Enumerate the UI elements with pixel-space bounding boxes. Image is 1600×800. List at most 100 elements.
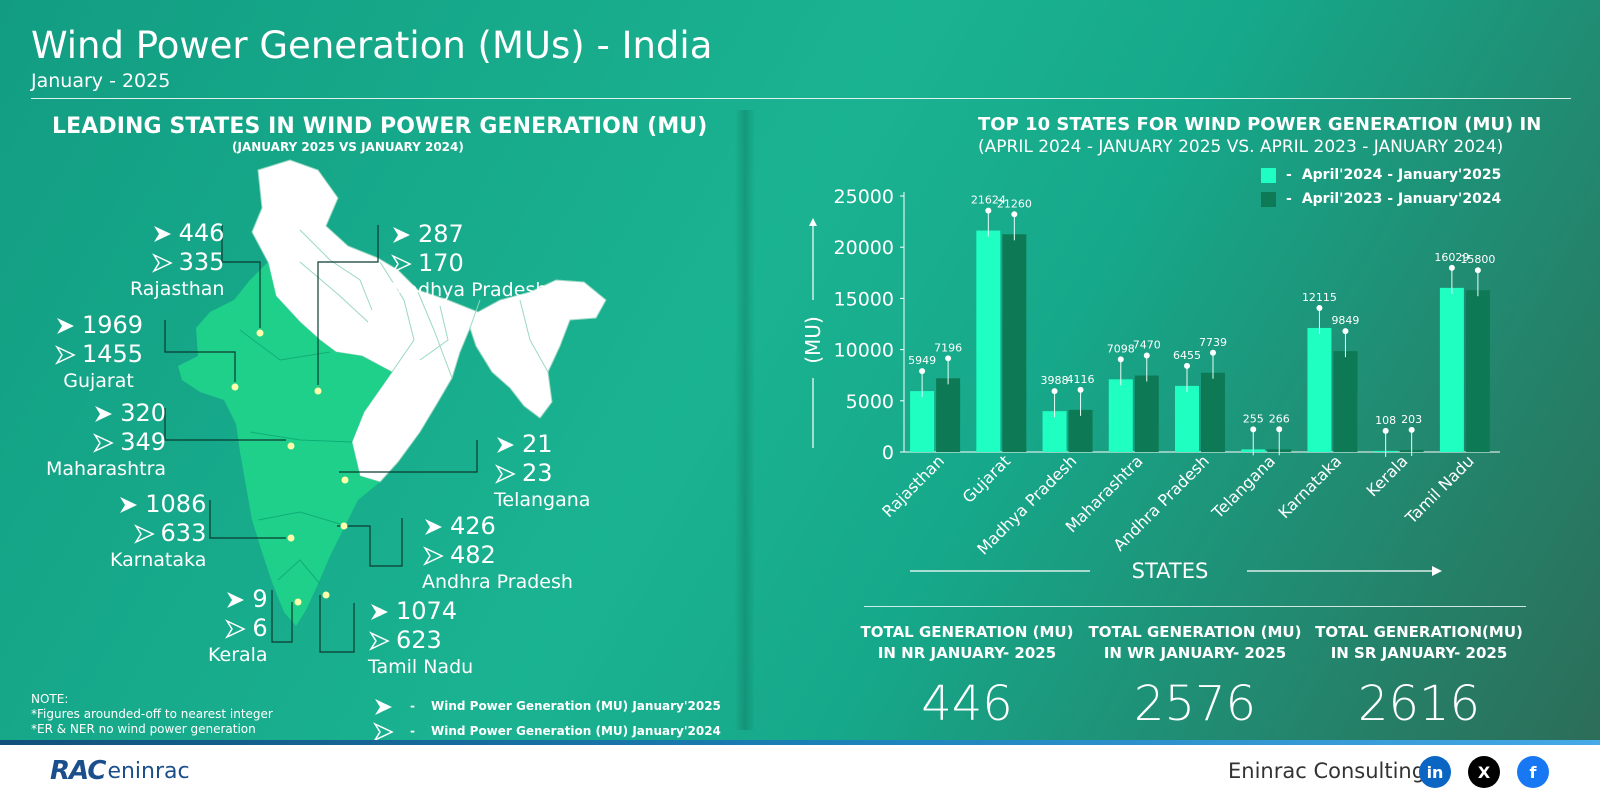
- note-line-1: *Figures arounded-off to nearest integer: [31, 707, 273, 721]
- total-sr-value: 2616: [1357, 676, 1481, 732]
- state-label-tamil-nadu: 1074 623 Tamil Nadu: [368, 597, 473, 679]
- x-axis-label: STATES: [1132, 559, 1209, 583]
- value-jan2025: 426: [450, 512, 496, 540]
- solid-arrow-icon: [375, 698, 392, 715]
- bar-madhya-pradesh-series-2: [1068, 409, 1093, 452]
- x-icon[interactable]: X: [1468, 756, 1500, 788]
- y-tick-label: 0: [882, 442, 894, 464]
- chart-legend: - April'2024 - January'2025 - April'2023…: [1261, 163, 1501, 211]
- total-wr: TOTAL GENERATION (MU) IN WR JANUARY- 202…: [1085, 622, 1305, 732]
- data-label: 3988: [1041, 374, 1069, 387]
- bar-pin-dot: [1408, 426, 1415, 433]
- data-label: 7196: [934, 341, 962, 354]
- data-label: 108: [1375, 414, 1396, 427]
- leader-lines: [164, 225, 478, 653]
- bar-pin-dot: [1342, 328, 1349, 335]
- bar-pin-dot: [1184, 362, 1190, 369]
- bar-karnataka-series-2: [1333, 351, 1358, 452]
- map-region-west-south: [178, 262, 392, 626]
- bar-pin-dot: [1210, 349, 1216, 356]
- legend-solid-label: Wind Power Generation (MU) January'2025: [430, 699, 721, 713]
- bar-maharashtra-series-1: [1108, 379, 1133, 452]
- state-name: Andhra Pradesh: [422, 571, 573, 593]
- value-jan2025: 287: [418, 220, 464, 248]
- dot-andhra-pradesh: [340, 522, 348, 530]
- header-divider: [31, 98, 1571, 99]
- bar-pin-dot: [919, 368, 926, 375]
- totals-divider: [864, 606, 1526, 607]
- left-panel-subtitle: (JANUARY 2025 VS JANUARY 2024): [232, 140, 464, 154]
- map-region-north-east: [251, 159, 607, 483]
- bar-tamil-nadu-series-1: [1439, 287, 1464, 452]
- value-jan2025: 21: [522, 430, 553, 458]
- data-label: 5949: [908, 354, 936, 367]
- y-tick-label: 25000: [834, 186, 894, 208]
- y-label-arrow-head: [809, 218, 817, 226]
- outline-arrow-icon: [369, 630, 390, 651]
- x-tick-label: Karnataka: [1274, 451, 1345, 522]
- dot-rajasthan: [256, 329, 264, 337]
- state-name: Telangana: [494, 489, 591, 511]
- legend-outline-label: Wind Power Generation (MU) January'2024: [430, 724, 721, 738]
- total-sr: TOTAL GENERATION(MU) IN SR JANUARY- 2025…: [1309, 622, 1529, 732]
- state-label-andhra-pradesh: 426 482 Andhra Pradesh: [422, 512, 573, 594]
- state-name: Rajasthan: [130, 278, 225, 300]
- value-jan2024: 633: [160, 519, 207, 547]
- state-name: Kerala: [208, 644, 268, 666]
- bar-pin-dot: [985, 207, 992, 214]
- bar-pin-dot: [1077, 386, 1084, 393]
- solid-arrow-icon: [153, 225, 171, 242]
- state-label-gujarat: 1969 1455 Gujarat: [54, 311, 143, 393]
- x-tick-label: Tamil Nadu: [1401, 451, 1478, 528]
- bar-rajasthan-series-2: [936, 378, 961, 452]
- value-jan2025: 446: [178, 219, 225, 247]
- data-label: 7098: [1107, 342, 1135, 355]
- total-nr-value: 446: [921, 676, 1013, 732]
- dot-telangana: [341, 476, 349, 484]
- dot-tamil-nadu: [322, 591, 330, 599]
- value-jan2025: 1086: [145, 490, 207, 518]
- outline-arrow-icon: [93, 432, 114, 453]
- legend-series-2: April'2023 - January'2024: [1301, 191, 1502, 207]
- linkedin-icon[interactable]: in: [1419, 756, 1451, 788]
- eninrac-logo[interactable]: RAC eninrac: [50, 754, 190, 788]
- state-name: Tamil Nadu: [368, 656, 474, 678]
- bar-gujarat-series-2: [1002, 234, 1027, 452]
- solid-arrow-icon: [57, 317, 74, 334]
- left-panel-title: LEADING STATES IN WIND POWER GENERATION …: [52, 114, 708, 139]
- legend-dash: -: [410, 699, 415, 713]
- data-label: 16029: [1434, 251, 1469, 264]
- total-nr-line1: TOTAL GENERATION (MU): [860, 623, 1074, 641]
- value-jan2025: 1969: [82, 311, 144, 339]
- dot-gujarat: [231, 383, 239, 391]
- value-jan2025: 9: [252, 585, 268, 613]
- total-nr-line2: IN NR JANUARY- 2025: [877, 644, 1057, 662]
- facebook-icon[interactable]: f: [1517, 756, 1549, 788]
- outline-arrow-icon: [423, 545, 444, 566]
- dot-madhya-pradesh: [314, 387, 322, 395]
- logo-rac: RAC: [50, 756, 106, 786]
- solid-arrow-icon: [95, 405, 113, 422]
- dot-kerala: [294, 598, 302, 606]
- map-green-borders: [239, 329, 353, 585]
- bar-pin-dot: [1143, 352, 1150, 359]
- state-name: Maharashtra: [46, 458, 167, 480]
- dot-maharashtra: [287, 442, 295, 450]
- outline-arrow-icon: [373, 721, 394, 742]
- bar-pin-dot: [1117, 356, 1124, 363]
- state-name: Gujarat: [63, 370, 134, 392]
- page-title: Wind Power Generation (MUs) - India: [31, 24, 713, 67]
- bar-andhra-pradesh-series-2: [1201, 372, 1225, 452]
- value-jan2024: 170: [418, 249, 464, 277]
- footer: [0, 740, 1600, 800]
- value-jan2024: 623: [396, 626, 442, 654]
- total-sr-line2: IN SR JANUARY- 2025: [1330, 644, 1508, 662]
- solid-arrow-icon: [425, 518, 442, 535]
- value-jan2025: 1074: [396, 597, 458, 625]
- chart-subtitle: (APRIL 2024 - JANUARY 2025 VS. APRIL 202…: [978, 137, 1504, 157]
- bar-pin-dot: [1250, 426, 1257, 433]
- bar-pin-dot: [1448, 264, 1455, 271]
- note-line-2: *ER & NER no wind power generation: [31, 722, 256, 736]
- outline-arrow-icon: [151, 252, 173, 273]
- data-label: 9849: [1331, 314, 1359, 327]
